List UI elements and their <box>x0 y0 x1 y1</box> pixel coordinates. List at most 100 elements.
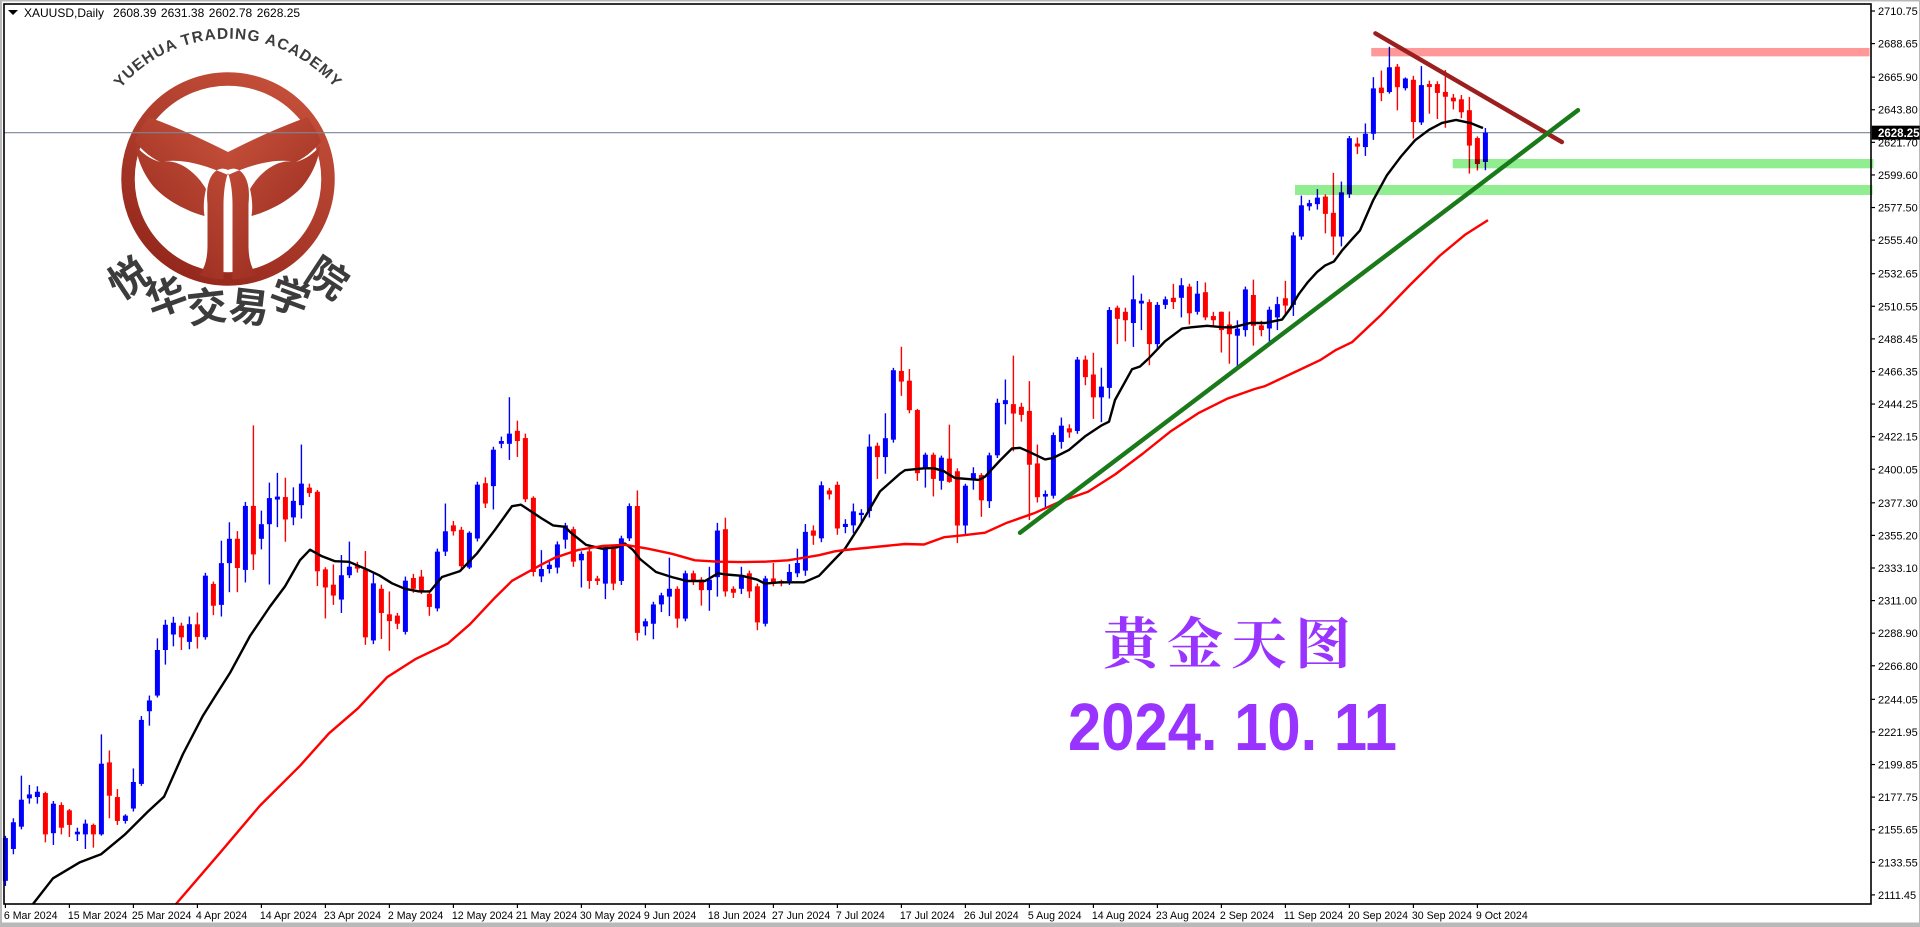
candle-body <box>1210 316 1216 321</box>
candle-body <box>986 455 992 502</box>
candle-body <box>1106 310 1112 388</box>
candle-body <box>490 449 496 487</box>
y-tick-label: 2355.20 <box>1878 530 1918 542</box>
y-tick-label: 2311.00 <box>1878 596 1917 608</box>
y-tick-label: 2400.05 <box>1878 464 1918 476</box>
candle-wick <box>924 452 927 488</box>
y-tick-label: 2288.90 <box>1878 628 1918 640</box>
candle-body <box>1162 299 1168 305</box>
candle-body <box>762 578 768 624</box>
candle-wick <box>1436 81 1439 120</box>
candle-wick <box>1140 293 1143 331</box>
candle-body <box>858 512 864 516</box>
candle-body <box>1370 88 1376 134</box>
candle-body <box>434 551 440 609</box>
candle-body <box>1330 212 1336 237</box>
ascending-support-trendline[interactable] <box>1017 107 1581 535</box>
x-tick-label: 5 Aug 2024 <box>1028 910 1082 922</box>
x-tick-label: 2 May 2024 <box>388 910 443 922</box>
quote-high: 2631.38 <box>161 6 205 20</box>
candle-body <box>570 529 576 562</box>
candle-body <box>274 496 280 500</box>
annotation-title-cn <box>1104 615 1348 669</box>
candle-body <box>1154 304 1160 345</box>
quote-low: 2602.78 <box>209 6 253 20</box>
candle-body <box>466 532 472 568</box>
descending-resistance-trendline[interactable] <box>1373 31 1565 145</box>
candle-body <box>2 838 8 881</box>
candle-body <box>1346 138 1352 195</box>
candle-body <box>626 506 632 539</box>
candle-body <box>730 588 736 593</box>
candle-body <box>1098 386 1104 398</box>
candle-body <box>1274 304 1280 318</box>
y-tick-label: 2688.65 <box>1878 39 1918 51</box>
candle-body <box>1130 299 1136 324</box>
x-tick-label: 11 Sep 2024 <box>1284 910 1343 922</box>
candle-body <box>538 569 544 577</box>
quote-header: XAUUSD,Daily 2608.39 2631.38 2602.78 2628.25 <box>8 6 300 20</box>
candle-body <box>162 624 168 651</box>
candle-wick <box>1380 70 1383 102</box>
x-tick-label: 7 Jul 2024 <box>836 910 885 922</box>
candle-body <box>42 793 48 835</box>
symbol-dropdown-icon[interactable] <box>8 10 18 15</box>
candle-body <box>1354 143 1360 147</box>
candle-body <box>690 573 696 581</box>
candle-body <box>674 588 680 619</box>
candle-body <box>1218 311 1224 331</box>
candle-bodies <box>2 66 1488 881</box>
candle-body <box>1386 67 1392 93</box>
candle-wick <box>28 784 31 804</box>
candle-wick <box>772 562 775 587</box>
y-tick-label: 2377.30 <box>1878 498 1918 510</box>
candle-body <box>906 380 912 411</box>
candle-body <box>642 621 648 627</box>
current-price-tag: 2628.25 <box>1871 125 1920 140</box>
candle-body <box>242 505 248 570</box>
candle-body <box>82 823 88 835</box>
ma-slow-line <box>175 219 1489 905</box>
candle-body <box>874 445 880 458</box>
plot-border <box>3 3 1872 905</box>
candle-body <box>1426 84 1432 88</box>
candle-body <box>1282 298 1288 306</box>
x-tick-label: 23 Apr 2024 <box>324 910 381 922</box>
candle-body <box>90 824 96 835</box>
candle-body <box>418 576 424 592</box>
candle-body <box>1178 285 1184 298</box>
candle-body <box>682 573 688 619</box>
candle-wick <box>1324 194 1327 234</box>
candle-body <box>1362 133 1368 148</box>
candle-body <box>1266 309 1272 329</box>
candle-body <box>1226 324 1232 335</box>
ma-fast-line <box>32 118 1484 905</box>
candle-body <box>1394 66 1400 88</box>
candle-body <box>498 441 504 444</box>
candle-wick <box>1044 490 1047 508</box>
candle-wick <box>1228 311 1231 364</box>
candle-body <box>1018 406 1024 415</box>
candle-body <box>882 438 888 458</box>
candle-body <box>786 571 792 581</box>
candle-body <box>1026 410 1032 465</box>
candle-body <box>226 538 232 564</box>
candle-body <box>1074 359 1080 431</box>
purple-annotations: 2024. 10. 11 <box>1068 615 1397 765</box>
candle-wick <box>324 567 327 619</box>
candle-body <box>50 803 56 834</box>
candle-wick <box>1444 70 1447 128</box>
candle-body <box>770 578 776 583</box>
candle-wick <box>252 425 255 570</box>
x-tick-label: 6 Mar 2024 <box>4 910 58 922</box>
y-tick-label: 2532.65 <box>1878 269 1918 281</box>
candle-body <box>1474 138 1480 165</box>
x-tick-label: 30 Sep 2024 <box>1412 910 1472 922</box>
candle-body <box>1410 79 1416 122</box>
y-tick-label: 2577.50 <box>1878 203 1918 215</box>
candle-body <box>1434 84 1440 93</box>
x-tick-label: 2 Sep 2024 <box>1220 910 1274 922</box>
candle-wick <box>796 548 799 578</box>
